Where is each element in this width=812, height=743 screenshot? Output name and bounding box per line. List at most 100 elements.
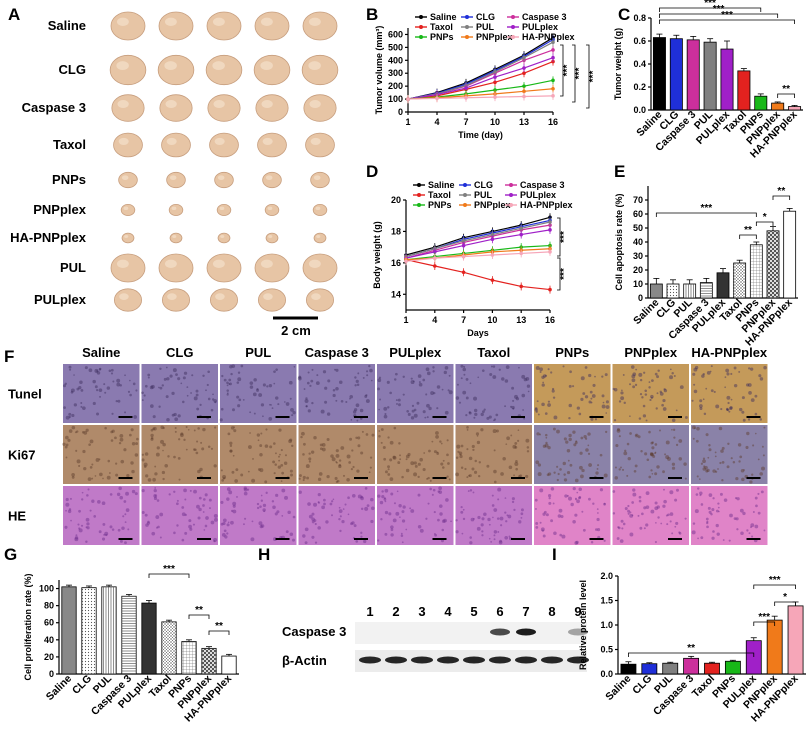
cell-nucleus xyxy=(663,388,666,391)
blot-band-actin xyxy=(385,656,407,664)
legend-label: PUL xyxy=(474,190,493,200)
cell-nucleus xyxy=(445,498,449,502)
cell-nucleus xyxy=(371,433,375,437)
cell-nucleus xyxy=(257,468,261,471)
bar xyxy=(620,663,637,675)
cell-nucleus xyxy=(541,529,545,532)
cell-nucleus xyxy=(423,452,426,454)
cell-nucleus xyxy=(147,520,150,524)
cell-nucleus xyxy=(398,403,401,407)
cell-nucleus xyxy=(455,456,459,460)
legend-label: PNPplex xyxy=(476,32,513,42)
panel-label-a: A xyxy=(8,5,20,24)
cell-nucleus xyxy=(639,392,643,396)
histology-column-label: PULplex xyxy=(389,345,442,360)
y-tick-label: 500 xyxy=(388,42,403,52)
cell-nucleus xyxy=(501,377,505,381)
cell-nucleus xyxy=(718,426,723,431)
cell-nucleus xyxy=(410,509,415,513)
histology-image xyxy=(298,486,375,545)
cell-nucleus xyxy=(704,465,708,470)
legend-marker xyxy=(511,35,515,39)
cell-nucleus xyxy=(747,383,752,387)
legend-marker xyxy=(417,203,421,207)
cell-nucleus xyxy=(83,431,88,435)
cell-nucleus xyxy=(335,399,338,402)
cell-nucleus xyxy=(405,528,408,531)
cell-nucleus xyxy=(380,428,384,431)
cell-nucleus xyxy=(635,368,638,371)
cell-nucleus xyxy=(68,415,71,419)
cell-nucleus xyxy=(292,410,296,415)
x-axis-label: Time (day) xyxy=(458,130,503,140)
blot-lane-number: 2 xyxy=(392,604,399,619)
cell-nucleus xyxy=(278,428,282,432)
cell-nucleus xyxy=(437,518,440,522)
cell-nucleus xyxy=(521,393,526,398)
cell-nucleus xyxy=(671,532,674,535)
cell-nucleus xyxy=(447,389,450,392)
y-tick-label: 0 xyxy=(398,107,403,117)
tumor-highlight xyxy=(164,17,177,26)
cell-nucleus xyxy=(427,502,430,505)
cell-nucleus xyxy=(504,405,507,408)
blot-band-actin xyxy=(515,656,537,664)
cell-nucleus xyxy=(322,370,327,374)
cell-nucleus xyxy=(240,473,244,477)
cell-nucleus xyxy=(417,524,422,529)
cell-nucleus xyxy=(308,514,313,519)
data-point xyxy=(406,97,410,101)
cell-nucleus xyxy=(505,365,510,370)
cell-nucleus xyxy=(317,501,321,504)
cell-nucleus xyxy=(671,418,676,423)
data-point xyxy=(433,264,437,268)
cell-nucleus xyxy=(131,442,136,446)
cell-nucleus xyxy=(726,408,729,411)
cell-nucleus xyxy=(76,430,79,433)
cell-nucleus xyxy=(596,508,599,510)
cell-nucleus xyxy=(243,486,247,490)
cell-nucleus xyxy=(705,433,709,437)
cell-nucleus xyxy=(656,375,660,379)
cell-nucleus xyxy=(719,461,722,465)
cell-nucleus xyxy=(62,442,66,446)
cell-nucleus xyxy=(748,390,752,395)
tumor-specimen xyxy=(264,203,280,216)
cell-nucleus xyxy=(493,530,498,534)
cell-nucleus xyxy=(640,450,643,453)
legend-label: PNPplex xyxy=(474,200,511,210)
cell-nucleus xyxy=(102,523,106,526)
cell-nucleus xyxy=(233,429,237,433)
cell-nucleus xyxy=(202,374,205,378)
cell-nucleus xyxy=(236,395,240,399)
cell-nucleus xyxy=(278,455,280,458)
cell-nucleus xyxy=(401,475,404,479)
tumor-specimen xyxy=(310,171,330,189)
tumor-highlight xyxy=(116,61,129,70)
cell-nucleus xyxy=(154,495,157,497)
bar-pattern xyxy=(733,263,746,298)
cell-nucleus xyxy=(630,365,635,369)
cell-nucleus xyxy=(559,533,562,537)
cell-nucleus xyxy=(85,517,90,522)
cell-nucleus xyxy=(638,372,643,377)
cell-nucleus xyxy=(111,429,115,433)
cell-nucleus xyxy=(352,410,357,414)
cell-nucleus xyxy=(279,453,281,456)
cell-nucleus xyxy=(236,381,240,384)
cell-nucleus xyxy=(122,515,125,518)
cell-nucleus xyxy=(338,464,342,469)
tumor-specimen xyxy=(302,11,338,41)
cell-nucleus xyxy=(229,441,233,445)
cell-nucleus xyxy=(311,512,315,516)
cell-nucleus xyxy=(761,445,764,448)
cell-nucleus xyxy=(724,376,727,379)
cell-nucleus xyxy=(400,534,404,537)
cell-nucleus xyxy=(417,475,420,479)
bar xyxy=(704,662,720,675)
cell-nucleus xyxy=(220,500,224,504)
cell-nucleus xyxy=(227,432,231,436)
cell-nucleus xyxy=(459,454,463,459)
cell-nucleus xyxy=(759,472,764,476)
